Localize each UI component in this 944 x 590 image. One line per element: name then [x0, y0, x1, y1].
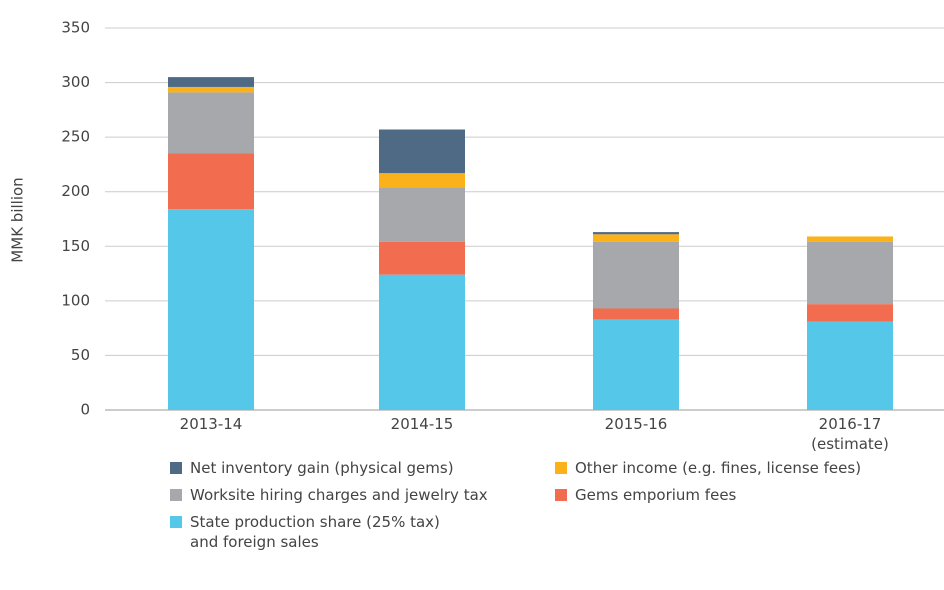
y-tick-label: 350: [61, 19, 90, 37]
legend-swatch: [555, 462, 567, 474]
bar-segment: [593, 319, 679, 410]
y-tick-label: 200: [61, 182, 90, 200]
y-tick-label: 100: [61, 291, 90, 309]
y-tick-label: 50: [71, 346, 90, 364]
bar-segment: [807, 304, 893, 322]
bar-segment: [168, 77, 254, 87]
bar-segment: [379, 241, 465, 275]
bar-segment: [379, 173, 465, 188]
bar-segment: [168, 92, 254, 154]
y-tick-label: 150: [61, 237, 90, 255]
bar-segment: [807, 321, 893, 410]
legend-swatch: [170, 516, 182, 528]
bar-segment: [379, 274, 465, 410]
legend-label: Net inventory gain (physical gems): [190, 459, 454, 477]
legend-swatch: [170, 462, 182, 474]
x-tick-label: 2013-14: [179, 415, 243, 433]
bar-segment: [807, 241, 893, 305]
bar-segment: [168, 153, 254, 210]
y-tick-label: 0: [80, 401, 90, 419]
legend-label: State production share (25% tax) and for…: [190, 513, 440, 551]
x-tick-label: 2014-15: [390, 415, 454, 433]
legend-label: Worksite hiring charges and jewelry tax: [190, 486, 488, 504]
x-tick-label: 2016-17 (estimate): [811, 415, 889, 453]
bar-segment: [593, 234, 679, 242]
bar-segment: [379, 187, 465, 242]
legend-swatch: [555, 489, 567, 501]
bar-segment: [379, 129, 465, 174]
legend-swatch: [170, 489, 182, 501]
bar-segment: [593, 232, 679, 235]
bar-segment: [593, 308, 679, 320]
legend-label: Other income (e.g. fines, license fees): [575, 459, 862, 477]
legend-label: Gems emporium fees: [575, 486, 737, 504]
y-tick-label: 250: [61, 128, 90, 146]
x-tick-label: 2015-16: [604, 415, 668, 433]
y-axis-label: MMK billion: [9, 177, 27, 262]
y-tick-label: 300: [61, 73, 90, 91]
bar-segment: [593, 241, 679, 309]
bar-segment: [168, 86, 254, 93]
bar-segment: [168, 209, 254, 410]
bar-segment: [807, 236, 893, 242]
